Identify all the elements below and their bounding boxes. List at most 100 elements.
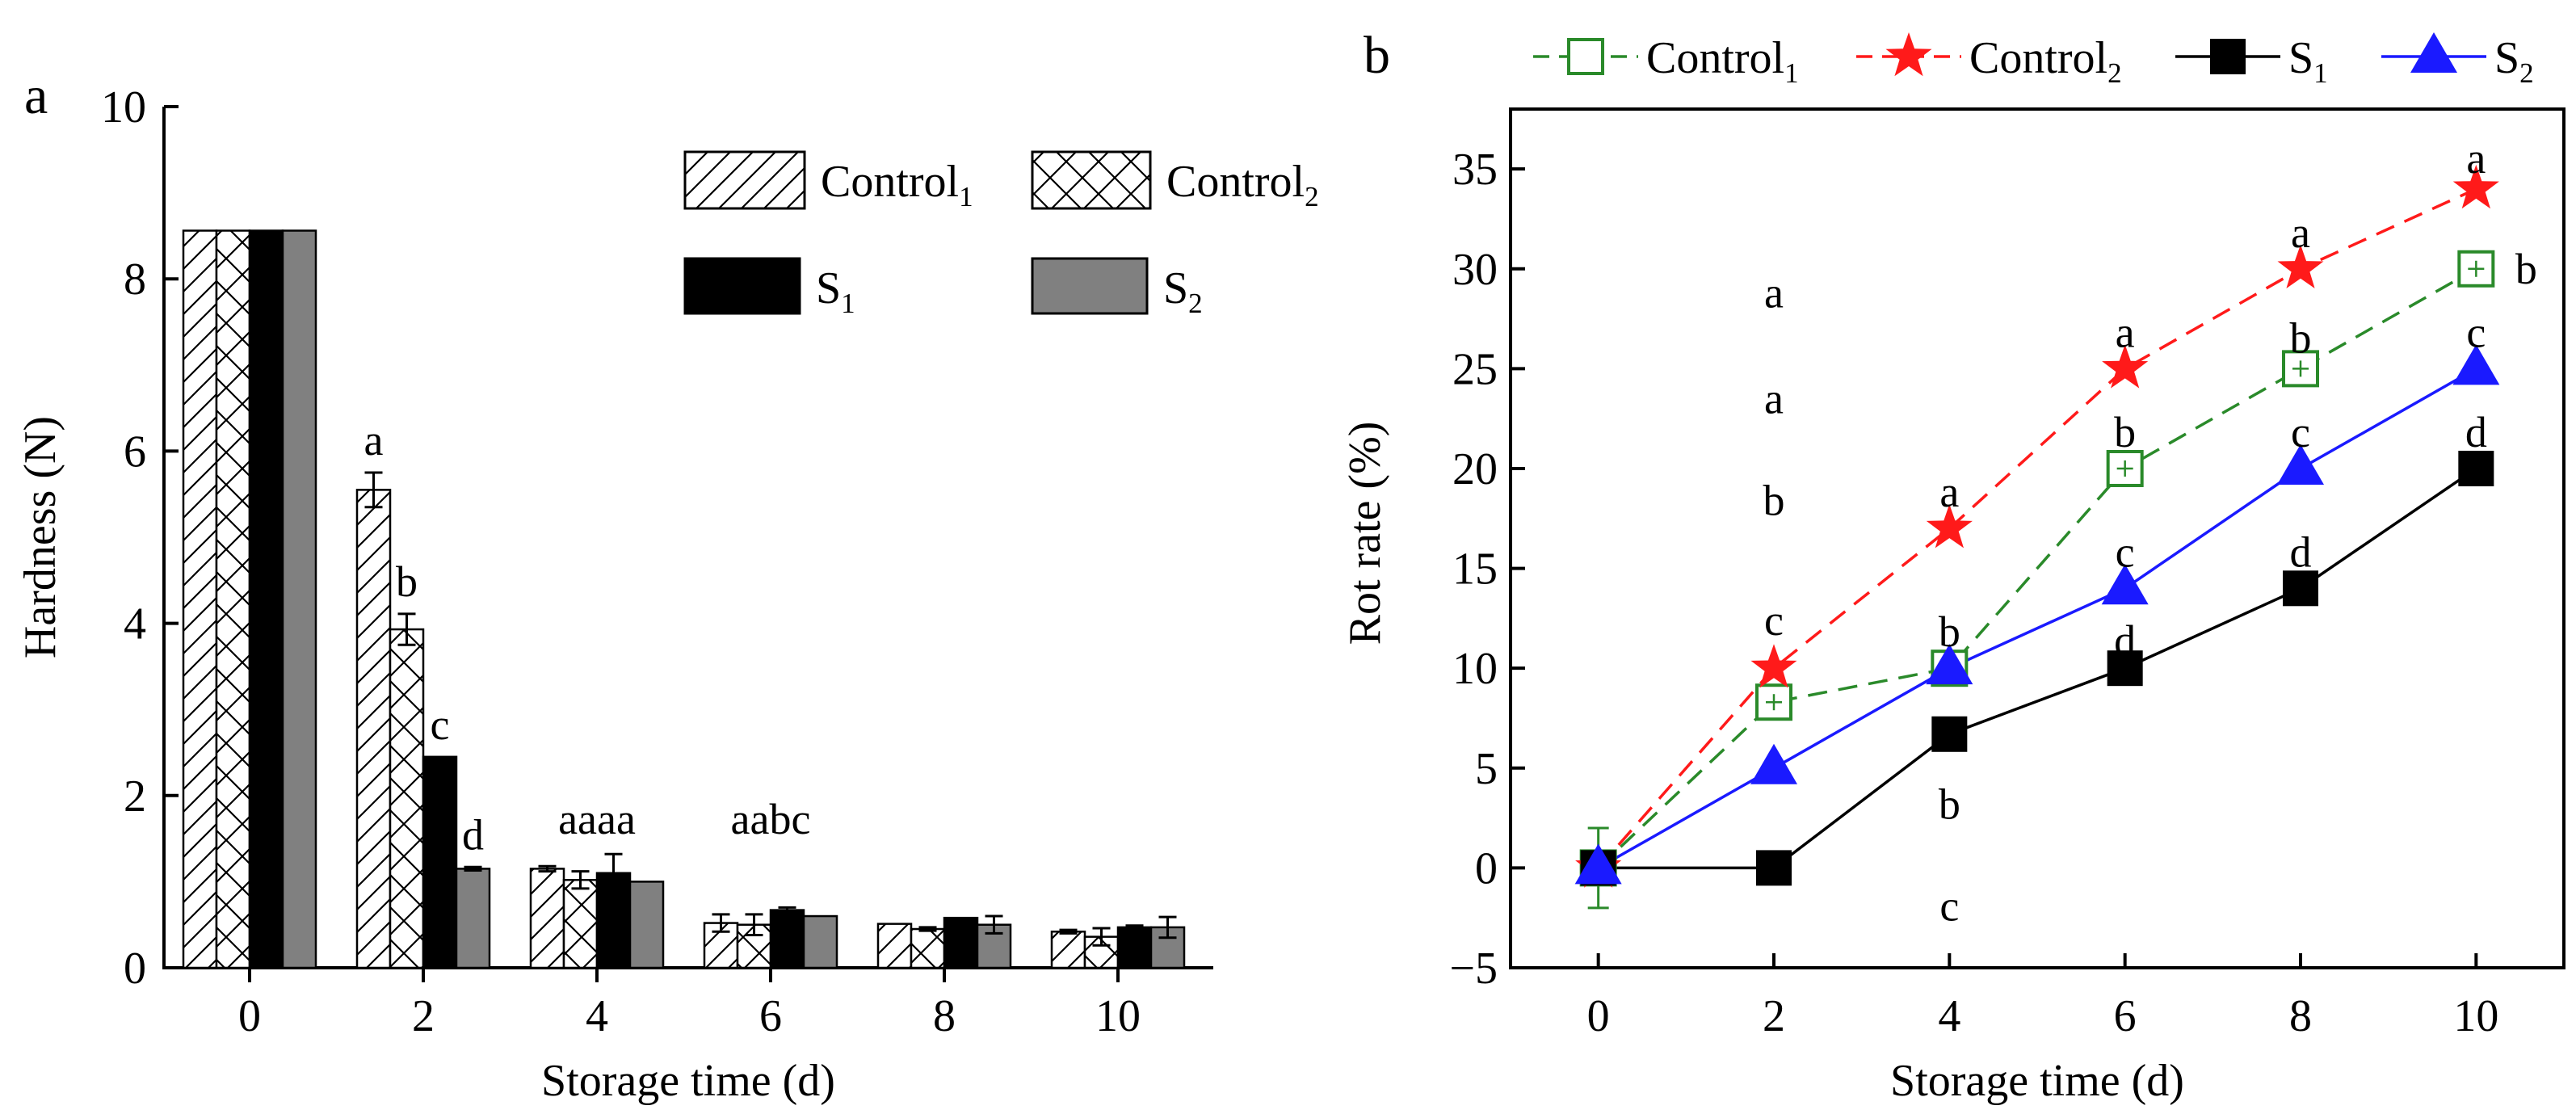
legend-label: Control2 <box>1969 33 2122 89</box>
data-point <box>2277 244 2324 288</box>
bar <box>355 489 392 969</box>
x-tick-label: 2 <box>412 991 435 1041</box>
significance-letter: a <box>1764 268 1784 317</box>
legend-label-subscript: 1 <box>1784 57 1799 89</box>
x-tick-label: 6 <box>759 991 782 1041</box>
significance-letter: d <box>2465 408 2487 456</box>
data-point <box>1926 504 1973 549</box>
x-tick-label: 10 <box>1095 991 1141 1041</box>
y-tick-label: 0 <box>124 944 146 994</box>
x-tick-label: 4 <box>586 991 608 1041</box>
bar <box>910 927 946 969</box>
panel-a-y-axis-title: Hardness (N) <box>15 416 65 658</box>
legend-label-main: S <box>1163 263 1188 313</box>
significance-letter: a <box>2466 134 2486 183</box>
significance-letter: d <box>2114 616 2136 665</box>
data-point <box>2457 250 2495 288</box>
bar <box>1050 930 1086 969</box>
y-tick-label: 0 <box>1475 843 1498 893</box>
data-point <box>2106 449 2144 487</box>
data-point <box>1750 743 1797 784</box>
y-tick-label: 10 <box>101 82 146 132</box>
legend-label-main: S <box>816 263 841 313</box>
x-tick-label: 8 <box>2289 991 2312 1041</box>
legend-label-subscript: 2 <box>2519 57 2534 89</box>
bar <box>248 229 284 969</box>
legend-label-main: Control <box>1166 157 1305 207</box>
x-tick-label: 2 <box>1763 991 1785 1041</box>
x-tick-label: 0 <box>1587 991 1610 1041</box>
legend-marker <box>2410 32 2457 73</box>
series-line <box>1598 467 2477 870</box>
bar <box>389 628 425 969</box>
legend-marker <box>1885 32 1932 77</box>
panel-a-x-ticks: 0 2 4 6 8 10 <box>238 968 1141 1041</box>
x-tick-label: 0 <box>238 991 261 1041</box>
legend-label: S2 <box>2494 33 2534 89</box>
data-point <box>2452 164 2499 209</box>
series-line <box>1597 267 2477 869</box>
panel-b-ticks: −5 0 5 10 15 20 25 30 35 0 2 4 6 8 10 <box>1449 145 2498 1041</box>
legend-label: Control1 <box>821 157 973 212</box>
significance-letter: c <box>431 700 450 749</box>
y-tick-label: 20 <box>1452 444 1498 494</box>
y-tick-label: 5 <box>1475 744 1498 794</box>
significance-letter: a <box>2291 208 2310 257</box>
legend-label-main: Control <box>1646 33 1784 83</box>
y-tick-label: 15 <box>1452 544 1498 595</box>
legend-swatch <box>683 257 801 315</box>
panel-a-x-axis-title: Storage time (d) <box>541 1056 835 1106</box>
legend-label: S1 <box>816 263 855 319</box>
significance-letter: b <box>396 557 418 606</box>
panel-b-legend: Control1 Control2 S1 S2 <box>1533 32 2534 89</box>
legend-marker <box>2210 39 2246 74</box>
legend-label-subscript: 1 <box>841 288 855 319</box>
significance-letter: b <box>1939 780 1960 828</box>
legend-label-main: S <box>2494 33 2519 83</box>
significance-letter: c <box>2116 528 2135 576</box>
significance-letter: b <box>1763 477 1785 525</box>
series-line <box>1597 367 2477 869</box>
legend-label-subscript: 2 <box>1188 288 1203 319</box>
data-point <box>1931 716 1968 752</box>
bar <box>769 909 805 969</box>
group-significance-letters: aabc <box>731 795 811 843</box>
significance-letter: c <box>1939 881 1959 930</box>
panel-a-letters: a b c d aaaa aabc <box>364 416 811 859</box>
legend-label-subscript: 2 <box>2107 57 2122 89</box>
legend-label-main: Control <box>821 157 959 207</box>
significance-letter: b <box>2515 245 2537 293</box>
significance-letter: d <box>2290 528 2312 576</box>
x-tick-label: 4 <box>1938 991 1960 1041</box>
significance-letter: d <box>462 810 484 859</box>
legend-label: Control2 <box>1166 157 1319 212</box>
data-point <box>1756 850 1792 886</box>
data-point <box>2101 564 2149 605</box>
group-significance-letters: aaaa <box>558 795 636 843</box>
panel-a-hardness-chart: a 0 2 4 6 8 10 0 2 4 6 8 10 a b c d aaaa aabc Hardness … <box>15 66 1319 1106</box>
legend-marker <box>1567 38 1604 75</box>
panel-b-label: b <box>1364 26 1390 85</box>
bar <box>562 879 599 969</box>
panel-a-bars <box>182 229 1186 969</box>
data-point <box>2452 344 2500 385</box>
significance-letter: c <box>2291 408 2310 456</box>
bar <box>802 914 838 969</box>
bar <box>943 916 979 969</box>
y-tick-label: 30 <box>1452 245 1498 295</box>
y-tick-label: 25 <box>1452 344 1498 394</box>
legend-swatch <box>1031 257 1149 315</box>
bar <box>1116 926 1153 969</box>
panel-b-x-axis-title: Storage time (d) <box>1890 1056 2184 1106</box>
x-tick-label: 8 <box>933 991 956 1041</box>
x-tick-label: 6 <box>2114 991 2137 1041</box>
bar <box>215 229 251 969</box>
significance-letter: a <box>2116 308 2135 356</box>
panel-a-y-ticks: 0 2 4 6 8 10 <box>101 82 179 994</box>
legend-label: S1 <box>2288 33 2328 89</box>
panel-b-y-axis-title: Rot rate (%) <box>1340 422 1390 645</box>
significance-letter: a <box>364 416 384 465</box>
data-point <box>2102 344 2149 389</box>
